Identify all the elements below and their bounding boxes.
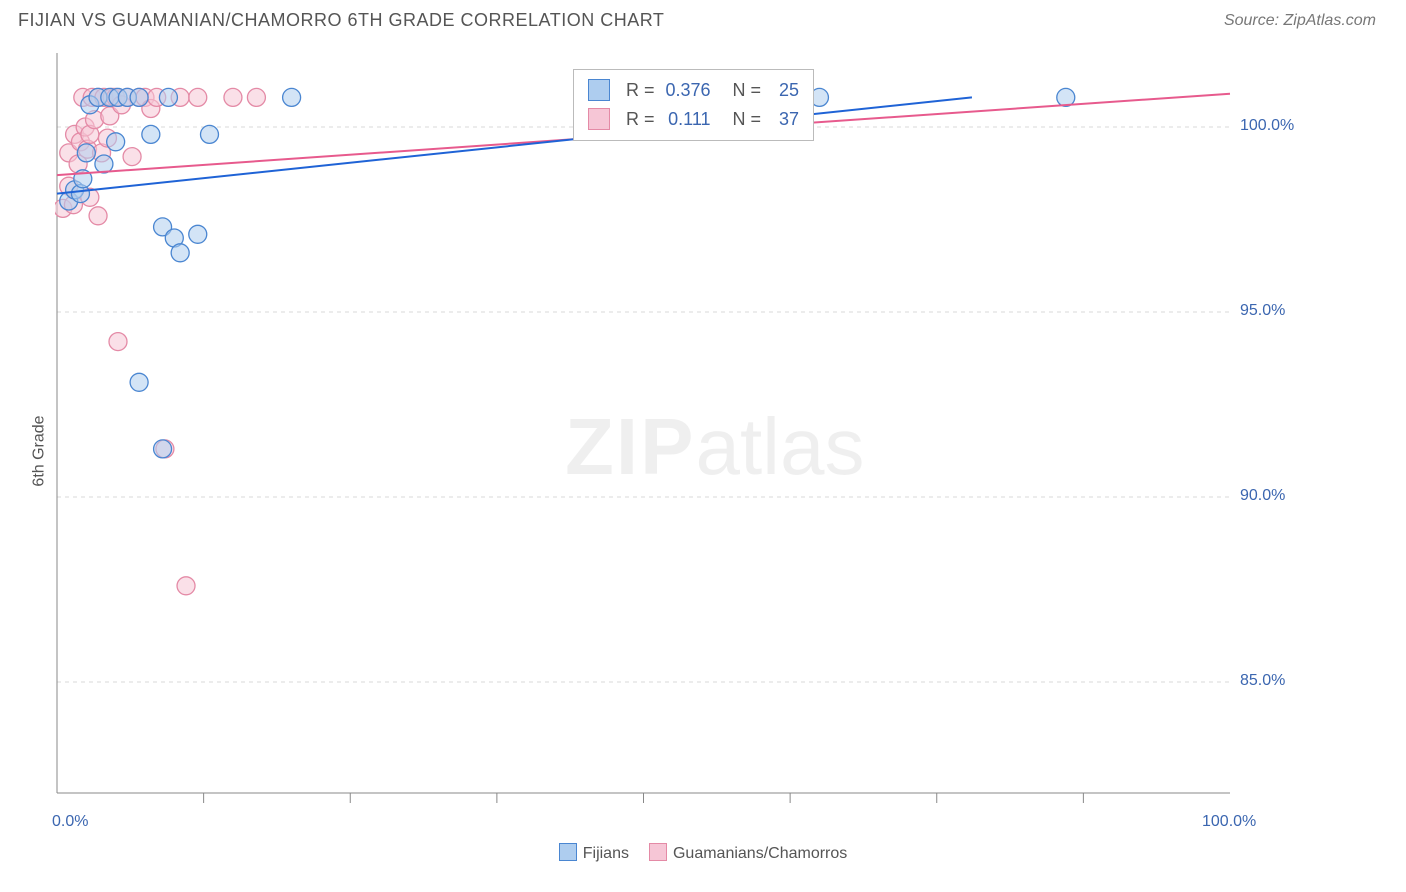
y-axis-label: 6th Grade [31, 415, 49, 486]
legend-swatch-icon [559, 843, 577, 861]
chart-title: FIJIAN VS GUAMANIAN/CHAMORRO 6TH GRADE C… [18, 10, 664, 31]
y-tick-label: 100.0% [1240, 117, 1294, 135]
y-tick-label: 90.0% [1240, 487, 1285, 505]
x-tick-label-left: 0.0% [52, 813, 88, 831]
legend-swatch-icon [649, 843, 667, 861]
plot-region: ZIPatlas R =0.376N =25R =0.111N =37 85.0… [55, 51, 1315, 821]
legend-item-guamanians: Guamanians/Chamorros [649, 843, 847, 863]
x-tick-label-right: 100.0% [1202, 813, 1256, 831]
legend-item-fijians: Fijians [559, 843, 629, 863]
y-tick-label: 85.0% [1240, 672, 1285, 690]
stats-legend-box: R =0.376N =25R =0.111N =37 [573, 69, 814, 141]
chart-header: FIJIAN VS GUAMANIAN/CHAMORRO 6TH GRADE C… [0, 0, 1406, 41]
chart-area: 6th Grade ZIPatlas R =0.376N =25R =0.111… [0, 41, 1406, 861]
legend-label: Fijians [583, 845, 629, 862]
scatter-svg [55, 51, 1315, 821]
y-tick-label: 95.0% [1240, 302, 1285, 320]
stats-row: R =0.111N =37 [588, 105, 799, 134]
legend-label: Guamanians/Chamorros [673, 845, 847, 862]
bottom-legend: Fijians Guamanians/Chamorros [0, 843, 1406, 863]
chart-source: Source: ZipAtlas.com [1224, 12, 1376, 30]
stats-row: R =0.376N =25 [588, 76, 799, 105]
